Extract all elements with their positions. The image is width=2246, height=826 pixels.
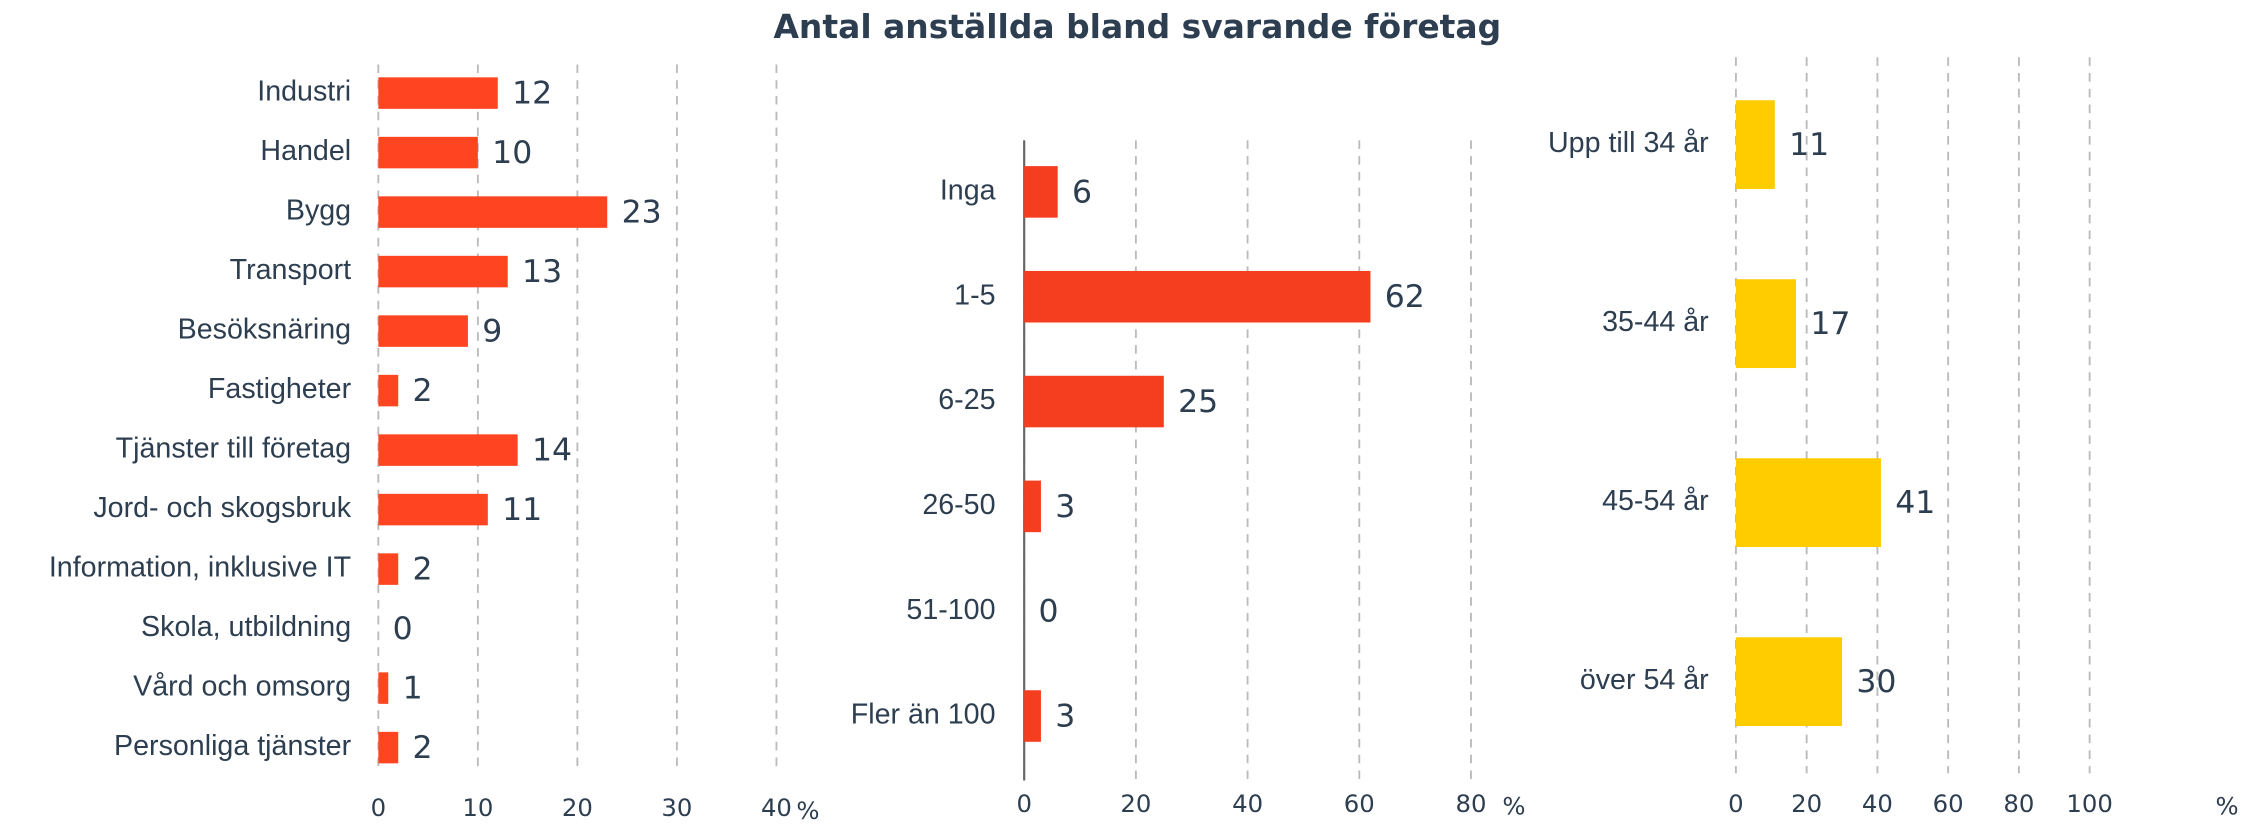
bar: [378, 672, 389, 704]
category-label: Industri: [257, 76, 351, 108]
bar: [378, 315, 468, 347]
x-tick-label: 80: [2003, 789, 2034, 818]
category-label: 6-25: [938, 384, 995, 416]
value-label: 3: [1055, 489, 1075, 525]
x-axis-unit: %: [796, 796, 819, 822]
category-label: Fastigheter: [208, 373, 352, 405]
bar: [378, 493, 488, 526]
x-tick-label: 20: [1791, 789, 1822, 818]
bar: [378, 434, 518, 466]
value-label: 30: [1856, 664, 1896, 700]
value-label: 2: [413, 730, 433, 766]
category-label: 51-100: [906, 594, 995, 626]
x-tick-label: 10: [462, 793, 493, 822]
value-label: 3: [1055, 698, 1075, 734]
category-label: 45-54 år: [1602, 485, 1709, 517]
category-label: Besöksnäring: [178, 314, 351, 346]
value-label: 11: [1789, 127, 1829, 163]
value-label: 12: [512, 76, 552, 112]
value-label: 6: [1072, 174, 1092, 210]
category-label: Bygg: [286, 195, 351, 227]
bar: [378, 136, 478, 169]
x-axis-unit: %: [1502, 792, 1525, 821]
x-tick-label: 0: [1016, 789, 1031, 818]
category-label: Handel: [260, 135, 351, 167]
x-tick-label: 20: [562, 793, 593, 822]
category-label: 1-5: [954, 279, 995, 311]
value-label: 13: [522, 254, 562, 290]
category-label: Upp till 34 år: [1548, 127, 1709, 159]
x-tick-label: 40: [1862, 789, 1893, 818]
x-tick-label: 40: [1232, 789, 1263, 818]
category-label: 35-44 år: [1602, 306, 1709, 338]
category-label: över 54 år: [1580, 664, 1709, 696]
value-label: 23: [622, 195, 662, 231]
bar: [1024, 480, 1041, 533]
category-label: 26-50: [922, 489, 995, 521]
value-label: 10: [492, 135, 532, 171]
bar: [378, 196, 608, 228]
value-label: 0: [1039, 594, 1059, 630]
x-tick-label: 60: [1933, 789, 1964, 818]
value-label: 14: [532, 433, 572, 469]
x-axis-unit: %: [2216, 792, 2239, 821]
category-label: Skola, utbildning: [141, 611, 351, 643]
value-label: 11: [502, 492, 542, 528]
value-label: 1: [403, 671, 423, 707]
value-label: 62: [1385, 279, 1425, 315]
category-label: Personliga tjänster: [114, 730, 352, 762]
bar: [378, 553, 399, 585]
x-tick-label: 0: [1728, 789, 1743, 818]
bar: [1024, 375, 1164, 428]
value-label: 9: [482, 314, 502, 350]
bar: [378, 77, 498, 109]
bar: [1024, 270, 1371, 323]
value-label: 0: [393, 611, 413, 647]
chart-title: Antal anställda bland svarande företag: [773, 7, 1501, 46]
value-label: 2: [413, 552, 433, 588]
value-label: 25: [1178, 384, 1218, 420]
bar: [1735, 100, 1775, 190]
bar: [1024, 690, 1041, 742]
x-tick-label: 0: [371, 793, 386, 822]
x-tick-label: 80: [1456, 789, 1487, 818]
bar: [1735, 458, 1881, 548]
x-tick-label: 60: [1344, 789, 1375, 818]
category-label: Inga: [940, 174, 996, 206]
category-label: Jord- och skogsbruk: [93, 492, 351, 524]
category-label: Tjänster till företag: [116, 433, 351, 465]
category-label: Transport: [230, 254, 351, 286]
bar: [378, 374, 399, 407]
x-tick-label: 20: [1120, 789, 1151, 818]
category-label: Fler än 100: [851, 699, 996, 731]
x-tick-label: 30: [661, 793, 692, 822]
bar: [378, 255, 508, 288]
value-label: 17: [1810, 306, 1850, 342]
category-label: Information, inklusive IT: [49, 552, 351, 584]
x-tick-label: 40: [761, 793, 792, 822]
bar: [1735, 279, 1797, 369]
bar: [1735, 637, 1843, 727]
x-tick-label: 100: [2066, 789, 2112, 818]
bar: [1024, 166, 1058, 218]
category-label: Vård och omsorg: [133, 671, 351, 703]
bar: [378, 731, 399, 764]
value-label: 41: [1895, 485, 1935, 521]
value-label: 2: [413, 373, 433, 409]
